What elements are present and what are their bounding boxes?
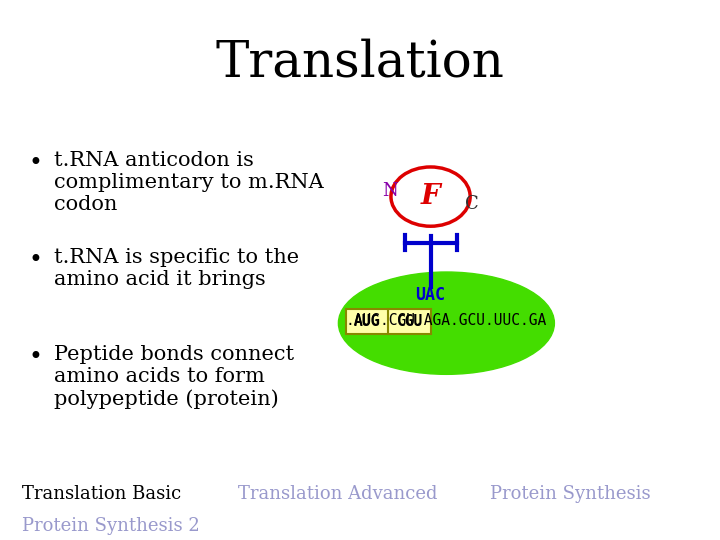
Text: Translation Advanced: Translation Advanced — [238, 485, 437, 503]
Text: Peptide bonds connect
amino acids to form
polypeptide (protein): Peptide bonds connect amino acids to for… — [54, 345, 294, 409]
Text: t.RNA is specific to the
amino acid it brings: t.RNA is specific to the amino acid it b… — [54, 248, 299, 289]
Text: AUG: AUG — [354, 314, 380, 329]
Text: C: C — [464, 194, 479, 213]
Ellipse shape — [338, 272, 554, 374]
Text: Translation Basic: Translation Basic — [22, 485, 181, 503]
Text: •: • — [29, 345, 42, 369]
Text: F: F — [420, 183, 441, 210]
FancyBboxPatch shape — [388, 309, 431, 334]
Text: Protein Synthesis 2: Protein Synthesis 2 — [22, 517, 199, 535]
Text: •: • — [29, 151, 42, 175]
FancyBboxPatch shape — [346, 309, 389, 334]
Text: CGU: CGU — [397, 314, 423, 329]
Text: Protein Synthesis: Protein Synthesis — [490, 485, 650, 503]
Text: UAC: UAC — [415, 286, 446, 304]
Text: t.RNA anticodon is
complimentary to m.RNA
codon: t.RNA anticodon is complimentary to m.RN… — [54, 151, 324, 214]
Text: .AUG.CGU.AGA.GCU.UUC.GA: .AUG.CGU.AGA.GCU.UUC.GA — [346, 313, 547, 328]
Text: Translation: Translation — [215, 38, 505, 87]
Text: N: N — [382, 182, 398, 200]
Text: •: • — [29, 248, 42, 272]
